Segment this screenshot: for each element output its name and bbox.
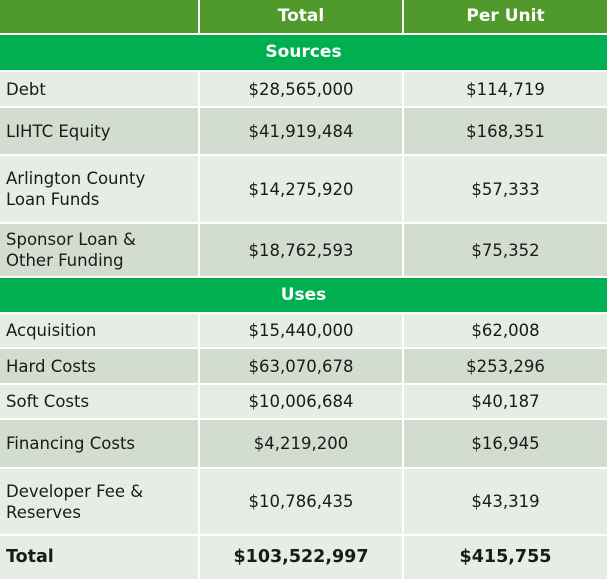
row-total: $63,070,678: [200, 349, 404, 383]
header-per-unit: Per Unit: [404, 0, 607, 33]
table-row: Financing Costs $4,219,200 $16,945: [0, 420, 607, 467]
row-total: $18,762,593: [200, 224, 404, 276]
section-row-sources: Sources: [0, 35, 607, 70]
row-total: $10,786,435: [200, 469, 404, 534]
row-per-unit: $75,352: [404, 224, 607, 276]
table-row: Acquisition $15,440,000 $62,008: [0, 314, 607, 347]
row-total: $14,275,920: [200, 156, 404, 222]
table-row: Soft Costs $10,006,684 $40,187: [0, 385, 607, 418]
header-blank-cell: [0, 0, 200, 33]
table-row: Debt $28,565,000 $114,719: [0, 72, 607, 106]
row-label: Debt: [0, 72, 200, 106]
row-label: LIHTC Equity: [0, 108, 200, 154]
row-total: $41,919,484: [200, 108, 404, 154]
section-label-sources: Sources: [0, 35, 607, 70]
table-header-row: Total Per Unit: [0, 0, 607, 33]
row-total: $4,219,200: [200, 420, 404, 467]
table-row: Hard Costs $63,070,678 $253,296: [0, 349, 607, 383]
row-per-unit: $43,319: [404, 469, 607, 534]
table-row: Arlington County Loan Funds $14,275,920 …: [0, 156, 607, 222]
row-total: $15,440,000: [200, 314, 404, 347]
row-total: $10,006,684: [200, 385, 404, 418]
section-label-uses: Uses: [0, 278, 607, 312]
total-label: Total: [0, 536, 200, 579]
row-label: Soft Costs: [0, 385, 200, 418]
row-label: Sponsor Loan & Other Funding: [0, 224, 200, 276]
row-per-unit: $168,351: [404, 108, 607, 154]
table-row: Developer Fee & Reserves $10,786,435 $43…: [0, 469, 607, 534]
row-label: Arlington County Loan Funds: [0, 156, 200, 222]
table-row: Sponsor Loan & Other Funding $18,762,593…: [0, 224, 607, 276]
total-per-unit: $415,755: [404, 536, 607, 579]
table-row: LIHTC Equity $41,919,484 $168,351: [0, 108, 607, 154]
row-label: Financing Costs: [0, 420, 200, 467]
row-per-unit: $57,333: [404, 156, 607, 222]
row-label: Acquisition: [0, 314, 200, 347]
row-label: Developer Fee & Reserves: [0, 469, 200, 534]
row-per-unit: $16,945: [404, 420, 607, 467]
row-per-unit: $40,187: [404, 385, 607, 418]
total-row: Total $103,522,997 $415,755: [0, 536, 607, 579]
total-amount: $103,522,997: [200, 536, 404, 579]
row-per-unit: $253,296: [404, 349, 607, 383]
header-total: Total: [200, 0, 404, 33]
row-total: $28,565,000: [200, 72, 404, 106]
row-per-unit: $62,008: [404, 314, 607, 347]
row-per-unit: $114,719: [404, 72, 607, 106]
row-label: Hard Costs: [0, 349, 200, 383]
section-row-uses: Uses: [0, 278, 607, 312]
